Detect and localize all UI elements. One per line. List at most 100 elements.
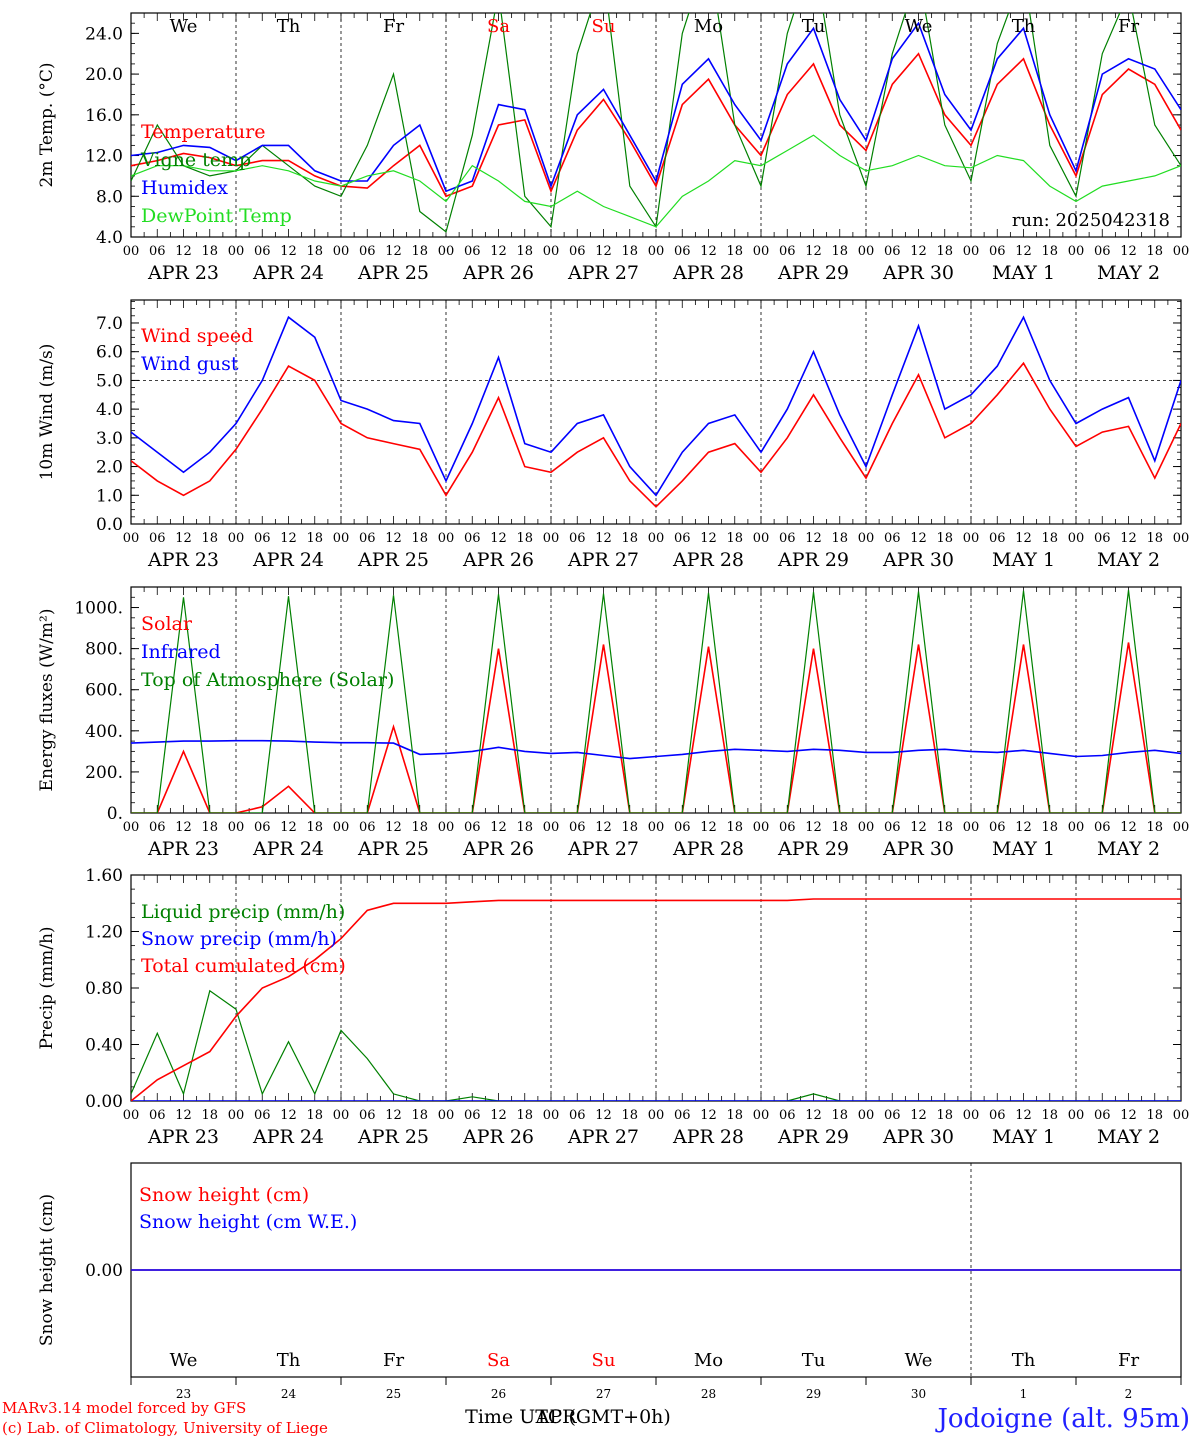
- hour-label: 00: [543, 244, 560, 259]
- series-line: [131, 642, 1181, 813]
- day-name: Mo: [694, 16, 723, 37]
- hour-label: 18: [201, 244, 218, 259]
- day-name: We: [170, 1350, 198, 1371]
- date-number: 30: [911, 1387, 926, 1401]
- y-axis-label: Snow height (cm): [37, 1194, 57, 1346]
- y-tick-label: 0.0: [96, 515, 123, 535]
- day-name: We: [170, 16, 198, 37]
- hour-label: 18: [1146, 820, 1163, 835]
- date-label: APR 28: [672, 1126, 744, 1148]
- run-label: run: 2025042318: [1012, 210, 1170, 231]
- date-label: MAY 2: [1097, 1126, 1160, 1148]
- hour-label: 00: [228, 531, 245, 546]
- hour-label: 06: [989, 531, 1006, 546]
- date-label: APR 29: [777, 549, 849, 571]
- date-number: 29: [806, 1387, 821, 1401]
- hour-label: 18: [411, 244, 428, 259]
- legend-entry: Wind gust: [141, 353, 239, 375]
- date-number: 27: [596, 1387, 611, 1401]
- date-number: 28: [701, 1387, 716, 1401]
- date-number: 2: [1125, 1387, 1133, 1401]
- hour-label: 00: [1173, 820, 1190, 835]
- date-label: APR 23: [147, 549, 219, 571]
- hour-label: 06: [1094, 1108, 1111, 1123]
- hour-label: 12: [700, 1108, 717, 1123]
- hour-label: 12: [1015, 1108, 1032, 1123]
- y-axis-label: Energy fluxes (W/m²): [37, 609, 57, 792]
- hour-label: 12: [595, 244, 612, 259]
- y-axis-label: 2m Temp. (°C): [37, 62, 57, 187]
- hour-label: 00: [438, 820, 455, 835]
- day-name: Sa: [487, 16, 510, 37]
- hour-label: 12: [385, 1108, 402, 1123]
- hour-label: 00: [333, 244, 350, 259]
- y-tick-label: 16.0: [85, 106, 123, 126]
- hour-label: 00: [648, 820, 665, 835]
- y-tick-label: 0.00: [85, 1261, 123, 1281]
- location-label: Jodoigne (alt. 95m): [934, 1404, 1190, 1434]
- hour-label: 12: [280, 820, 297, 835]
- x-axis-label: Time UTC (GMT+0h): [465, 1406, 671, 1428]
- hour-label: 18: [831, 1108, 848, 1123]
- chart-panel: 0.00 Snow height (cm) Snow height (cm) Snow…: [37, 1162, 1182, 1401]
- date-label: MAY 1: [992, 838, 1055, 860]
- hour-label: 00: [333, 531, 350, 546]
- hour-label: 12: [490, 820, 507, 835]
- hour-label: 00: [123, 244, 140, 259]
- y-tick-label: 0.80: [85, 979, 123, 999]
- date-label: APR 23: [147, 838, 219, 860]
- hour-label: 00: [123, 1108, 140, 1123]
- chart-panel: 0. 200. 400. 600. 800. 1000. Energy fluxes (W/…: [37, 586, 1190, 860]
- series-line: [131, 21, 1181, 193]
- hour-label: 06: [779, 531, 796, 546]
- hour-label: 00: [753, 531, 770, 546]
- y-tick-label: 0.00: [85, 1092, 123, 1112]
- date-label: APR 30: [882, 1126, 954, 1148]
- date-label: APR 27: [567, 1126, 639, 1148]
- hour-label: 06: [1094, 820, 1111, 835]
- hour-label: 06: [149, 820, 166, 835]
- hour-label: 12: [175, 820, 192, 835]
- date-label: MAY 2: [1097, 838, 1160, 860]
- chart-panel: 0.0 1.0 2.0 3.0 4.0 5.0 6.0 7.0 10m Wind (m/s) Wi…: [37, 299, 1189, 571]
- y-tick-label: 2.0: [96, 458, 123, 478]
- hour-label: 00: [228, 244, 245, 259]
- hour-label: 18: [411, 531, 428, 546]
- y-tick-label: 1.60: [85, 866, 123, 886]
- legend-entry: Vigne temp: [140, 149, 251, 171]
- legend-entry: Total cumulated (cm): [141, 955, 346, 977]
- hour-label: 00: [333, 1108, 350, 1123]
- y-tick-label: 24.0: [85, 24, 123, 44]
- hour-label: 12: [595, 531, 612, 546]
- hour-label: 00: [963, 244, 980, 259]
- y-tick-label: 1000.: [74, 599, 123, 619]
- hour-label: 00: [648, 244, 665, 259]
- hour-label: 18: [726, 820, 743, 835]
- hour-label: 06: [359, 820, 376, 835]
- date-label: APR 26: [462, 549, 534, 571]
- y-tick-label: 3.0: [96, 429, 123, 449]
- hour-label: 00: [753, 244, 770, 259]
- hour-label: 06: [254, 1108, 271, 1123]
- hour-label: 00: [228, 1108, 245, 1123]
- hour-label: 06: [674, 1108, 691, 1123]
- hour-label: 00: [438, 1108, 455, 1123]
- legend-entry: Humidex: [141, 177, 228, 199]
- hour-label: 18: [411, 1108, 428, 1123]
- hour-label: 00: [543, 531, 560, 546]
- date-number: 1: [1020, 1387, 1028, 1401]
- hour-label: 18: [1041, 531, 1058, 546]
- hour-label: 12: [280, 1108, 297, 1123]
- y-tick-label: 8.0: [96, 187, 123, 207]
- hour-label: 12: [1120, 531, 1137, 546]
- y-tick-label: 800.: [85, 640, 123, 660]
- y-tick-label: 12.0: [85, 147, 123, 167]
- hour-label: 12: [490, 244, 507, 259]
- y-axis-label: Precip (mm/h): [37, 926, 57, 1049]
- date-label: APR 24: [252, 838, 324, 860]
- hour-label: 18: [516, 1108, 533, 1123]
- hour-label: 06: [254, 531, 271, 546]
- hour-label: 18: [936, 244, 953, 259]
- hour-label: 18: [621, 820, 638, 835]
- panels: 4.08.012.016.020.024.02m Temp. (°C) Tempe…: [37, 12, 1190, 1401]
